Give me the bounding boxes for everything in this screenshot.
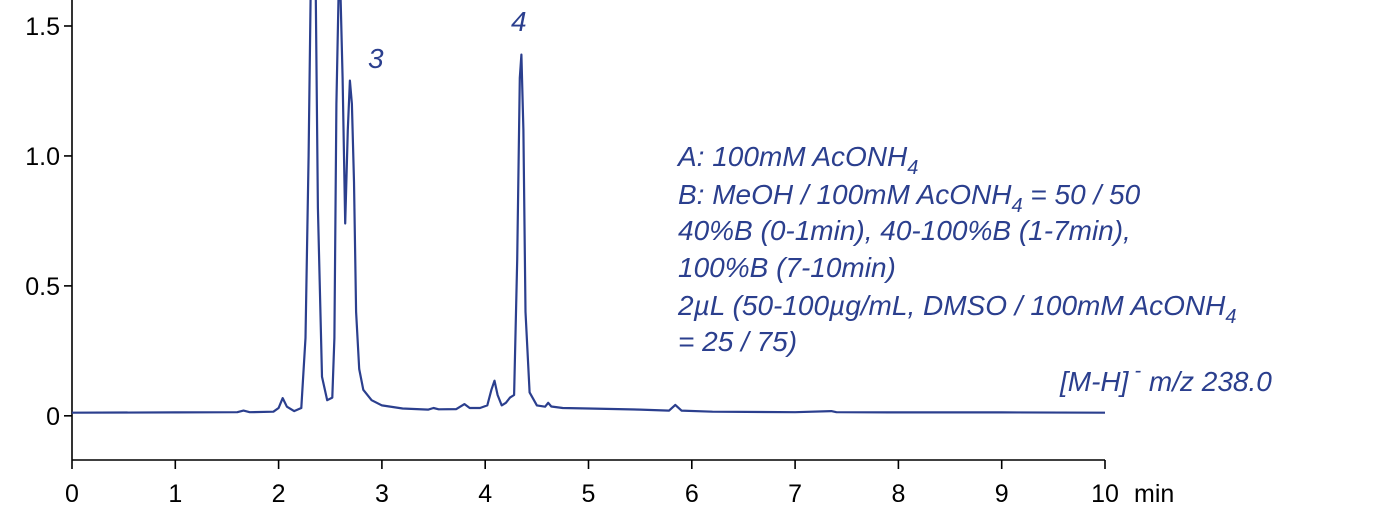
y-tick-label: 0 bbox=[46, 403, 60, 431]
x-tick-label: 7 bbox=[788, 480, 802, 507]
condition-line-6: = 25 / 75) bbox=[678, 326, 797, 357]
y-tick-label: 0.5 bbox=[25, 273, 60, 301]
ion-label: [M-H] - m/z 238.0 bbox=[1059, 360, 1272, 397]
condition-line-2: B: MeOH / 100mM AcONH4 = 50 / 50 bbox=[678, 179, 1141, 217]
method-conditions: A: 100mM AcONH4 B: MeOH / 100mM AcONH4 =… bbox=[676, 141, 1272, 397]
x-tick-label: 9 bbox=[995, 480, 1009, 507]
x-ticks: 0 1 2 3 4 5 6 7 8 9 10 bbox=[65, 460, 1119, 507]
x-tick-label: 10 bbox=[1091, 480, 1119, 507]
x-tick-label: 1 bbox=[168, 480, 182, 507]
y-tick-label: 1.5 bbox=[25, 13, 60, 41]
condition-line-1: A: 100mM AcONH4 bbox=[676, 141, 918, 179]
x-tick-label: 4 bbox=[478, 480, 492, 507]
y-tick-label: 1.0 bbox=[25, 143, 60, 171]
peak-label-3: 3 bbox=[368, 43, 384, 74]
peak-label-4: 4 bbox=[511, 6, 527, 37]
x-tick-label: 8 bbox=[891, 480, 905, 507]
x-tick-label: 0 bbox=[65, 480, 79, 507]
x-axis-unit: min bbox=[1134, 480, 1174, 507]
chromatogram-trace bbox=[71, 0, 1106, 414]
x-tick-label: 6 bbox=[685, 480, 699, 507]
condition-line-4: 100%B (7-10min) bbox=[678, 252, 896, 283]
x-tick-label: 3 bbox=[375, 480, 389, 507]
x-tick-label: 5 bbox=[582, 480, 596, 507]
condition-line-5: 2µL (50-100µg/mL, DMSO / 100mM AcONH4 bbox=[677, 290, 1236, 328]
condition-line-3: 40%B (0-1min), 40-100%B (1-7min), bbox=[678, 215, 1131, 246]
x-tick-label: 2 bbox=[272, 480, 286, 507]
y-ticks: 0 0.5 1.0 1.5 bbox=[25, 13, 72, 431]
